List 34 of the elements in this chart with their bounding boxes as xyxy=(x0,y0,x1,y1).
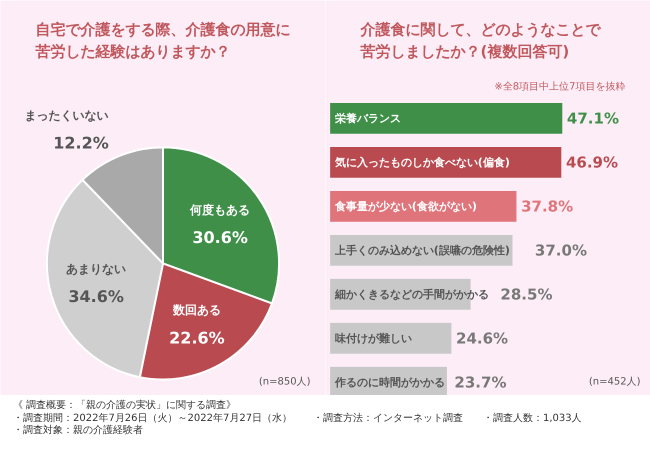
data-label: 23.7% xyxy=(454,373,506,392)
chart-title: 自宅で介護をする際、介護食の用意に苦労した経験はありますか？ xyxy=(34,20,290,60)
category-label: 栄養バランス xyxy=(334,112,401,125)
bar xyxy=(330,146,562,178)
data-label: 28.5% xyxy=(500,285,552,304)
text: ・調査人数：1,033人 xyxy=(483,412,583,425)
data-label: 34.6% xyxy=(68,287,124,306)
slice-label: 何度もある xyxy=(189,202,250,217)
text: ・調査方法：インターネット調査 xyxy=(313,412,464,425)
data-label: 12.2% xyxy=(53,134,109,153)
text: 《 調査概要：「親の介護の実状」に関する調査》 xyxy=(13,400,238,412)
bar xyxy=(330,102,562,134)
category-label: 味付けが難しい xyxy=(334,332,412,345)
chart-title: 介護食に関して、どのようなことで苦労しましたか？(複数回答可) xyxy=(360,20,602,60)
slice-label: 数回ある xyxy=(172,303,221,318)
data-label: 46.9% xyxy=(566,153,618,172)
category-label: 上手くのみ込めない(誤嚥の危険性) xyxy=(334,244,510,257)
text: ・調査対象：親の介護経験者 xyxy=(13,425,144,438)
data-label: 37.0% xyxy=(534,241,587,260)
slice-label: あまりない xyxy=(66,262,126,276)
data-label: 37.8% xyxy=(521,197,574,216)
data-label: 30.6% xyxy=(192,228,248,248)
category-label: 細かくきるなどの手間がかかる xyxy=(334,288,489,301)
text: ・調査期間：2022年7月26日（火）～2022年7月27日（水） xyxy=(13,412,294,424)
category-label: 作るのに時間がかかる xyxy=(334,376,445,389)
category-label: 気に入ったものしか食べない(偏食) xyxy=(334,156,510,169)
category-label: 食事量が少ない(食欲がない) xyxy=(334,200,477,213)
chart-subtitle: ※全8項目中上位7項目を抜粋 xyxy=(494,80,626,92)
data-label: 47.1% xyxy=(566,109,619,128)
data-label: 24.6% xyxy=(456,329,508,348)
text: (n=850人) xyxy=(258,376,311,388)
text: (n=452人) xyxy=(588,376,641,388)
data-label: 22.6% xyxy=(169,328,225,348)
slice-label: まったくいない xyxy=(24,108,109,122)
